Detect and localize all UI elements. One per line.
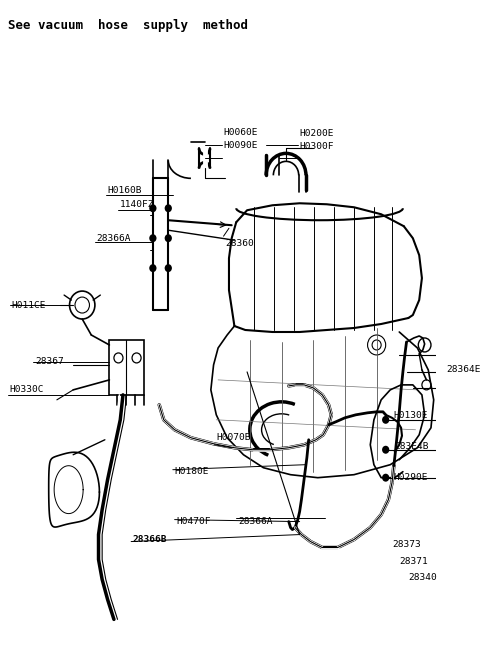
Circle shape	[382, 474, 389, 482]
Text: 28366A: 28366A	[238, 517, 273, 526]
Text: H0130E: H0130E	[394, 411, 428, 420]
Text: 28340: 28340	[408, 573, 437, 582]
Text: See vacuum  hose  supply  method: See vacuum hose supply method	[8, 18, 248, 32]
Text: H0470F: H0470F	[177, 517, 211, 526]
Text: H0330C: H0330C	[10, 386, 44, 394]
Circle shape	[468, 371, 475, 379]
Text: H0180E: H0180E	[175, 467, 209, 476]
Text: 283E4B: 283E4B	[394, 442, 428, 451]
Text: 28360: 28360	[225, 238, 254, 248]
Text: H0070B: H0070B	[216, 433, 251, 442]
Circle shape	[149, 234, 156, 242]
Circle shape	[165, 204, 172, 212]
Text: H0060E: H0060E	[224, 128, 258, 137]
Text: H0300F: H0300F	[300, 142, 334, 151]
Text: H011CE: H011CE	[12, 300, 46, 309]
Text: H0090E: H0090E	[224, 141, 258, 150]
Text: 1140FZ: 1140FZ	[120, 200, 155, 209]
Text: H0200E: H0200E	[300, 129, 334, 138]
Text: 28366A: 28366A	[96, 234, 131, 242]
Circle shape	[165, 234, 172, 242]
Circle shape	[382, 416, 389, 424]
Bar	[109, 340, 144, 395]
Text: 28371: 28371	[399, 557, 428, 566]
Circle shape	[149, 204, 156, 212]
Text: H0290E: H0290E	[394, 473, 428, 482]
Text: H0160B: H0160B	[108, 186, 142, 194]
Circle shape	[165, 264, 172, 272]
Circle shape	[149, 264, 156, 272]
Circle shape	[382, 445, 389, 454]
Text: 28373: 28373	[392, 540, 421, 549]
Text: 28367: 28367	[35, 357, 64, 367]
Text: 28364E: 28364E	[446, 365, 480, 374]
Text: 28366B: 28366B	[133, 535, 168, 544]
